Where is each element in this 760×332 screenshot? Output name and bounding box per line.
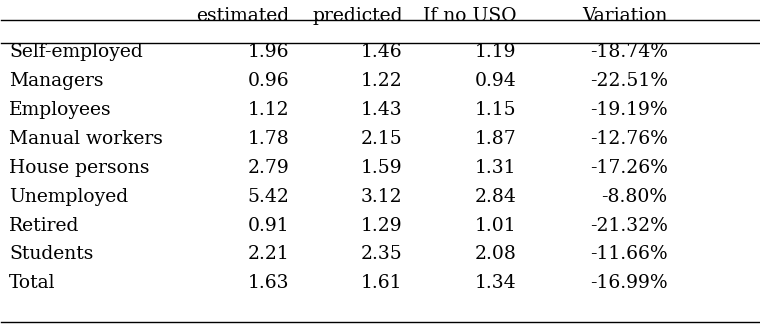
Text: 1.22: 1.22	[361, 72, 403, 90]
Text: 1.31: 1.31	[475, 159, 516, 177]
Text: 1.61: 1.61	[361, 275, 403, 292]
Text: Variation: Variation	[582, 7, 668, 25]
Text: 1.59: 1.59	[361, 159, 403, 177]
Text: Self-employed: Self-employed	[9, 43, 143, 61]
Text: -21.32%: -21.32%	[590, 216, 668, 234]
Text: 3.12: 3.12	[361, 188, 403, 206]
Text: -18.74%: -18.74%	[590, 43, 668, 61]
Text: -16.99%: -16.99%	[590, 275, 668, 292]
Text: 0.94: 0.94	[474, 72, 516, 90]
Text: Total: Total	[9, 275, 55, 292]
Text: Unemployed: Unemployed	[9, 188, 128, 206]
Text: 1.12: 1.12	[248, 101, 289, 119]
Text: Students: Students	[9, 245, 93, 264]
Text: 1.34: 1.34	[475, 275, 516, 292]
Text: -22.51%: -22.51%	[590, 72, 668, 90]
Text: 1.43: 1.43	[361, 101, 403, 119]
Text: 2.08: 2.08	[474, 245, 516, 264]
Text: 1.63: 1.63	[248, 275, 289, 292]
Text: 2.84: 2.84	[474, 188, 516, 206]
Text: -12.76%: -12.76%	[590, 129, 668, 148]
Text: 2.79: 2.79	[248, 159, 289, 177]
Text: 2.15: 2.15	[361, 129, 403, 148]
Text: Employees: Employees	[9, 101, 112, 119]
Text: predicted: predicted	[312, 7, 403, 25]
Text: -11.66%: -11.66%	[590, 245, 668, 264]
Text: -17.26%: -17.26%	[590, 159, 668, 177]
Text: 1.96: 1.96	[248, 43, 289, 61]
Text: 1.78: 1.78	[248, 129, 289, 148]
Text: 1.01: 1.01	[475, 216, 516, 234]
Text: -19.19%: -19.19%	[590, 101, 668, 119]
Text: -8.80%: -8.80%	[602, 188, 668, 206]
Text: 2.35: 2.35	[361, 245, 403, 264]
Text: estimated: estimated	[196, 7, 289, 25]
Text: 1.19: 1.19	[475, 43, 516, 61]
Text: If no USO: If no USO	[423, 7, 516, 25]
Text: Managers: Managers	[9, 72, 103, 90]
Text: 5.42: 5.42	[247, 188, 289, 206]
Text: 2.21: 2.21	[248, 245, 289, 264]
Text: 0.96: 0.96	[248, 72, 289, 90]
Text: 1.46: 1.46	[361, 43, 403, 61]
Text: Retired: Retired	[9, 216, 79, 234]
Text: 1.29: 1.29	[361, 216, 403, 234]
Text: House persons: House persons	[9, 159, 150, 177]
Text: Manual workers: Manual workers	[9, 129, 163, 148]
Text: 0.91: 0.91	[248, 216, 289, 234]
Text: 1.87: 1.87	[474, 129, 516, 148]
Text: 1.15: 1.15	[475, 101, 516, 119]
